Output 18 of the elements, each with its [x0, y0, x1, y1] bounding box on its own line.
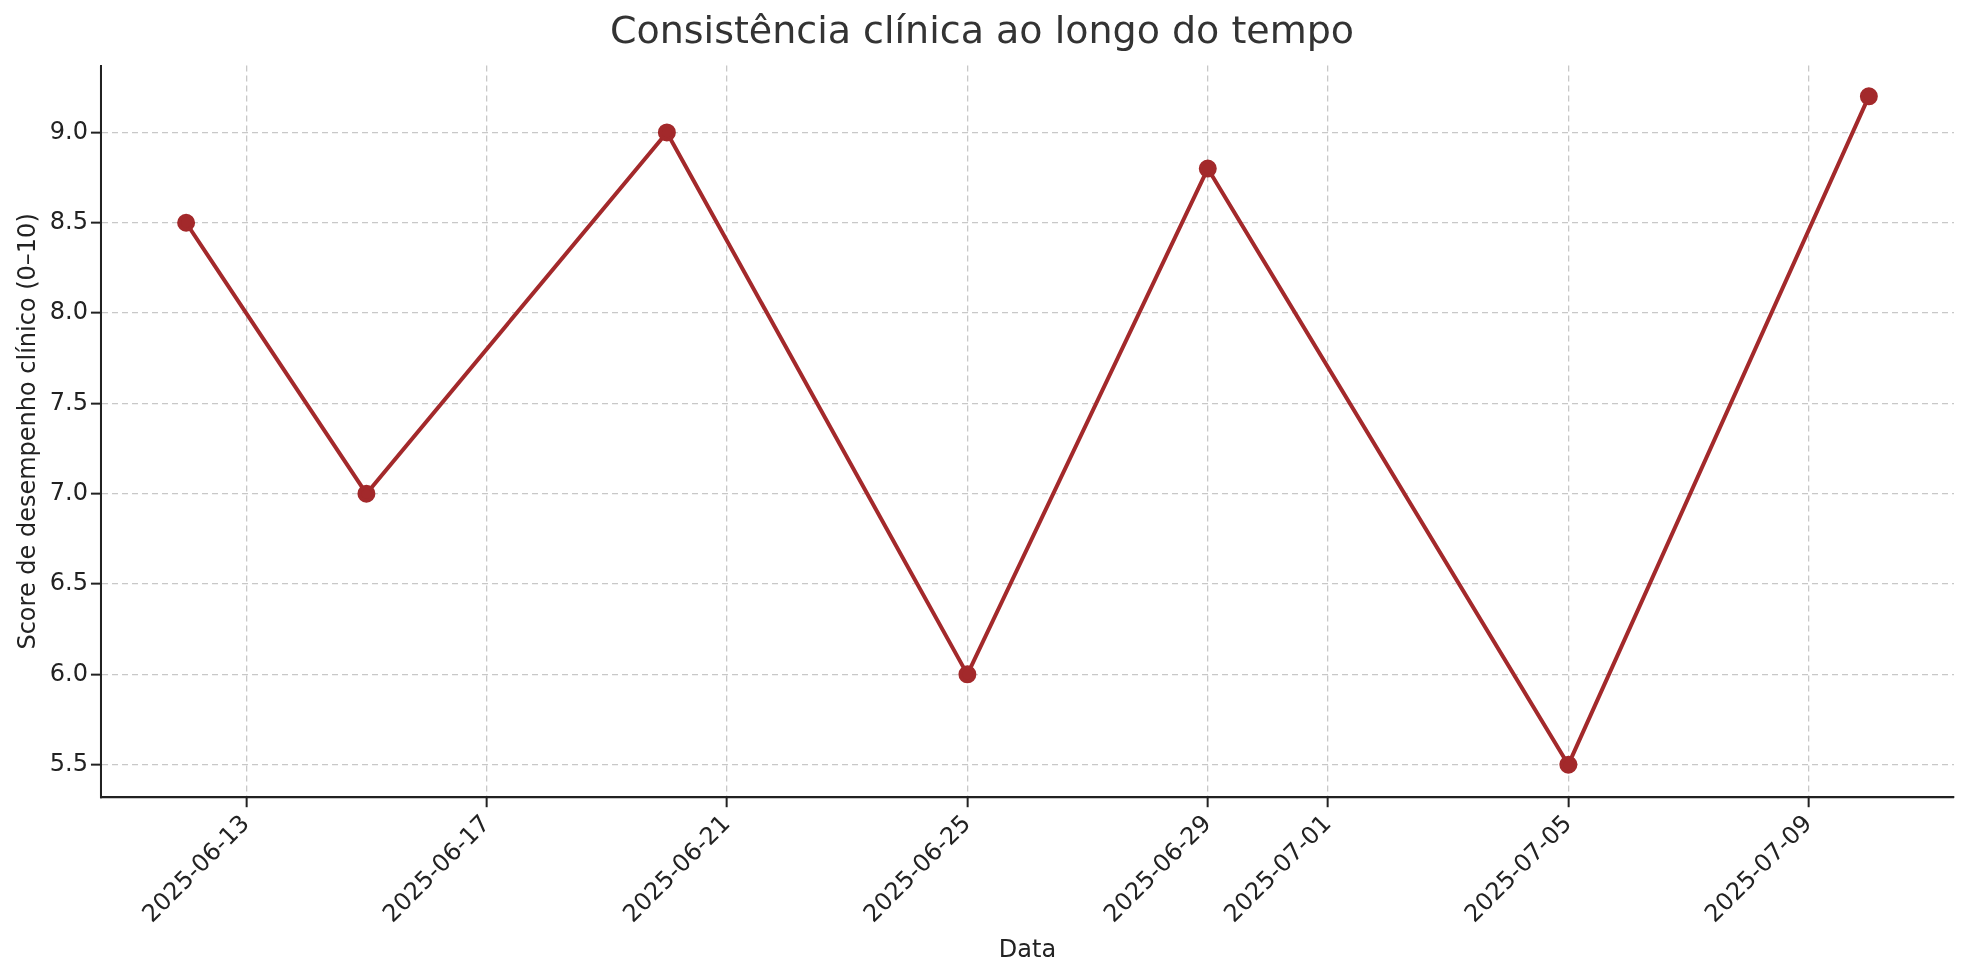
y-axis-title: Score de desempenho clínico (0–10)	[12, 213, 41, 650]
point	[1559, 755, 1578, 774]
y-tick-label: 8.0	[49, 297, 88, 326]
point	[1198, 159, 1217, 178]
y-tick-label: 7.0	[49, 477, 88, 506]
y-tick-label: 6.5	[49, 568, 88, 597]
point	[357, 484, 376, 503]
point	[177, 213, 196, 232]
y-tick-label: 5.5	[49, 748, 88, 777]
x-axis-title: Data	[998, 934, 1057, 963]
y-tick-label: 9.0	[49, 116, 88, 145]
point	[958, 665, 977, 684]
y-tick-label: 8.5	[49, 207, 88, 235]
y-tick-label: 6.0	[49, 658, 88, 687]
point	[1859, 87, 1878, 106]
chart-title: Consistência clínica ao longo do tempo	[609, 7, 1355, 52]
point	[657, 123, 676, 142]
y-tick-label: 7.5	[49, 387, 88, 416]
